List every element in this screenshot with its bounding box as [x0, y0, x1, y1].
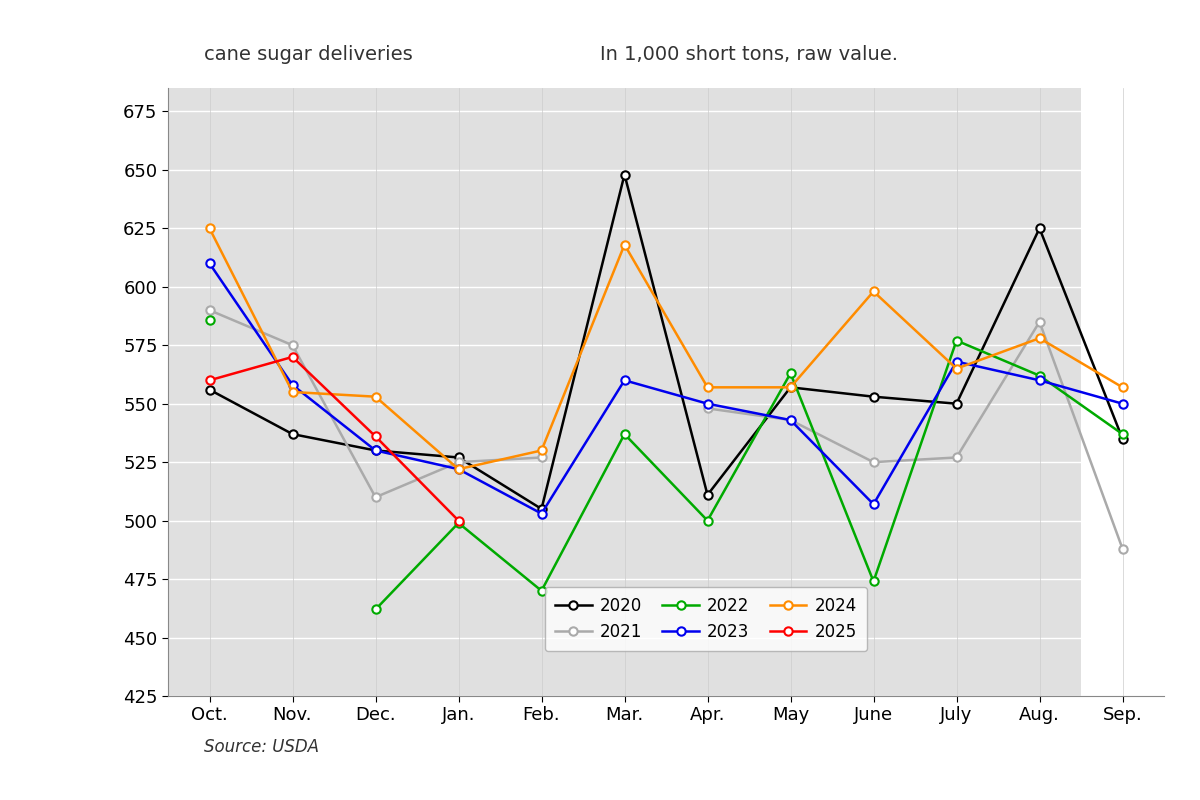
- 2025: [286, 352, 300, 362]
- 2024: [451, 464, 466, 474]
- 2023: [368, 446, 383, 455]
- 2020: [784, 382, 798, 392]
- 2020: [534, 504, 548, 514]
- 2023: [451, 464, 466, 474]
- 2024: [701, 382, 715, 392]
- 2020: [866, 392, 881, 402]
- 2025: [203, 375, 217, 385]
- Legend: 2020, 2021, 2022, 2023, 2024, 2025: 2020, 2021, 2022, 2023, 2024, 2025: [545, 587, 866, 651]
- 2023: [866, 499, 881, 509]
- 2023: [949, 357, 964, 366]
- 2020: [1115, 434, 1129, 443]
- 2020: [1032, 223, 1046, 233]
- 2020: [203, 385, 217, 394]
- Text: cane sugar deliveries: cane sugar deliveries: [204, 45, 413, 64]
- 2021: [534, 453, 548, 462]
- 2021: [451, 458, 466, 467]
- 2023: [784, 415, 798, 425]
- 2020: [368, 446, 383, 455]
- Line: 2024: 2024: [205, 224, 1127, 474]
- 2024: [286, 387, 300, 397]
- Line: 2025: 2025: [205, 353, 463, 525]
- 2020: [701, 490, 715, 500]
- 2020: [286, 430, 300, 439]
- Text: Source: USDA: Source: USDA: [204, 738, 319, 756]
- 2020: [617, 170, 631, 179]
- 2024: [368, 392, 383, 402]
- Line: 2023: 2023: [205, 259, 1127, 518]
- 2020: [949, 399, 964, 409]
- 2021: [286, 341, 300, 350]
- 2024: [203, 223, 217, 233]
- 2024: [866, 286, 881, 296]
- 2024: [949, 364, 964, 374]
- 2025: [451, 516, 466, 526]
- Line: 2020: 2020: [205, 170, 1127, 513]
- 2023: [1115, 399, 1129, 409]
- 2024: [617, 240, 631, 250]
- 2023: [534, 509, 548, 518]
- 2023: [286, 380, 300, 390]
- Text: In 1,000 short tons, raw value.: In 1,000 short tons, raw value.: [600, 45, 898, 64]
- 2025: [368, 432, 383, 442]
- 2024: [1115, 382, 1129, 392]
- 2023: [203, 258, 217, 268]
- 2023: [1032, 375, 1046, 385]
- Line: 2021: 2021: [205, 306, 546, 502]
- 2024: [534, 446, 548, 455]
- 2021: [203, 306, 217, 315]
- 2020: [451, 453, 466, 462]
- 2021: [368, 493, 383, 502]
- 2023: [701, 399, 715, 409]
- 2024: [784, 382, 798, 392]
- 2023: [617, 375, 631, 385]
- 2024: [1032, 334, 1046, 343]
